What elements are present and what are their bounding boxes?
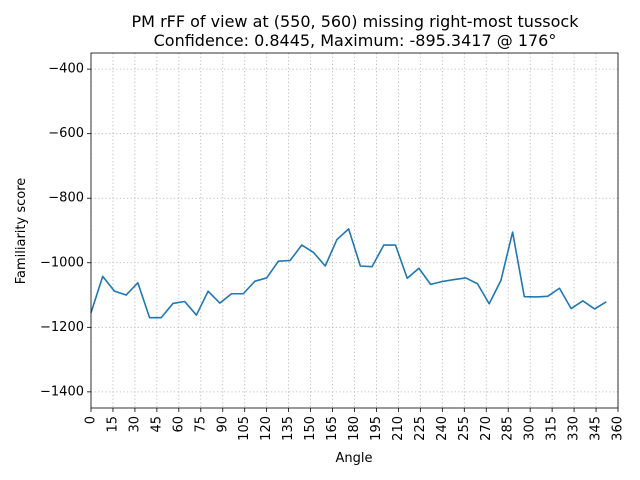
- x-tick-label: 75: [193, 416, 208, 433]
- x-axis-label: Angle: [336, 451, 373, 466]
- x-tick-label: 270: [479, 416, 494, 441]
- x-tick-label: 15: [105, 416, 120, 433]
- y-tick-label: −1400: [40, 384, 84, 399]
- x-tick-label: 225: [413, 416, 428, 441]
- x-tick-label: 345: [589, 416, 604, 441]
- x-tick-label: 210: [391, 416, 406, 441]
- y-axis-label: Familiarity score: [14, 178, 29, 285]
- x-tick-label: 105: [237, 416, 252, 441]
- x-tick-label: 255: [457, 416, 472, 441]
- axes-frame: [90, 52, 619, 409]
- x-tick-label: 150: [303, 416, 318, 441]
- x-tick-label: 30: [127, 416, 142, 433]
- plot-area: [90, 228, 607, 319]
- chart-title-line2: Confidence: 0.8445, Maximum: -895.3417 @…: [154, 31, 557, 50]
- y-tick-label: −600: [48, 126, 84, 141]
- y-tick-label: −1000: [40, 255, 84, 270]
- x-tick-label: 90: [215, 416, 230, 433]
- x-tick-label: 330: [567, 416, 582, 441]
- x-tick-label: 240: [435, 416, 450, 441]
- x-tick-label: 180: [347, 416, 362, 441]
- x-tick-label: 0: [84, 416, 99, 424]
- y-tick-label: −400: [48, 62, 84, 77]
- x-tick-label: 360: [611, 416, 626, 441]
- series-line: [90, 228, 607, 319]
- y-tick-label: −1200: [40, 320, 84, 335]
- x-tick-label: 300: [523, 416, 538, 441]
- grid: [90, 53, 619, 408]
- y-tick-label: −800: [48, 191, 84, 206]
- x-tick-label: 120: [259, 416, 274, 441]
- x-tick-label: 135: [281, 416, 296, 441]
- chart-title-line1: PM rFF of view at (550, 560) missing rig…: [132, 12, 580, 31]
- x-tick-label: 195: [369, 416, 384, 441]
- x-tick-label: 60: [171, 416, 186, 433]
- x-tick-label: 315: [545, 416, 560, 441]
- x-tick-label: 165: [325, 416, 340, 441]
- x-tick-label: 285: [501, 416, 516, 441]
- x-tick-label: 45: [149, 416, 164, 433]
- axis-ticks: 0 15 30 45 60 75 90 105 120 135 150 165 180 195 210 225…: [40, 62, 625, 441]
